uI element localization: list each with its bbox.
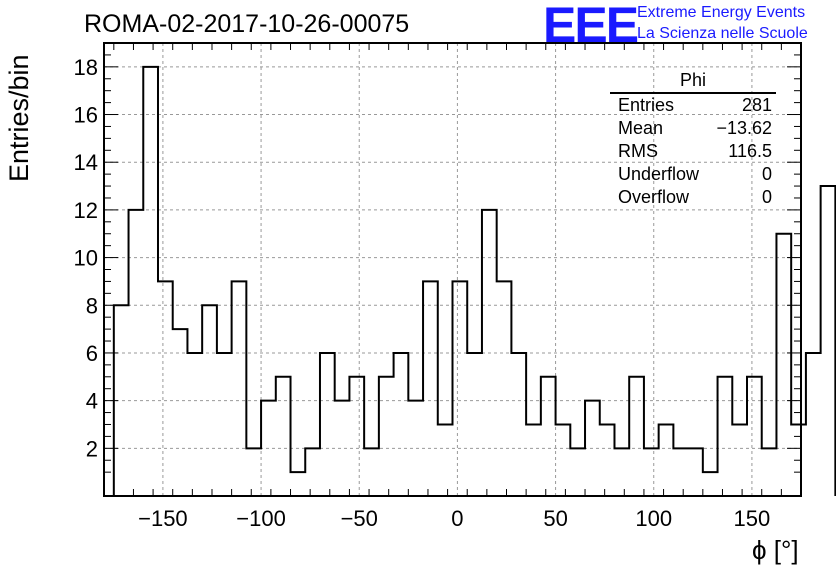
histogram-bin <box>659 424 674 496</box>
y-tick-label: 12 <box>74 198 98 223</box>
histogram-bin <box>423 281 438 496</box>
y-tick-label: 18 <box>74 55 98 80</box>
histogram-bin <box>187 353 202 496</box>
stats-row-entries: Entries 281 <box>610 94 776 117</box>
stats-label: Mean <box>618 118 664 138</box>
x-axis-label: ϕ [°] <box>752 535 799 565</box>
histogram-bin <box>349 377 364 496</box>
y-tick-label: 4 <box>86 389 98 414</box>
x-tick-label: −150 <box>138 506 188 531</box>
stats-label: Underflow <box>618 164 700 184</box>
chart-title: ROMA-02-2017-10-26-00075 <box>84 10 410 38</box>
y-tick-label: 6 <box>86 341 98 366</box>
histogram-bin <box>305 448 320 496</box>
y-axis-label: Entries/bin <box>4 54 34 182</box>
histogram-bin <box>173 329 188 496</box>
histogram-bin <box>747 377 762 496</box>
stats-row-overflow: Overflow 0 <box>610 186 776 209</box>
histogram-bin <box>158 281 173 496</box>
stats-value: −13.62 <box>716 118 772 138</box>
histogram-bin <box>614 448 629 496</box>
x-tick-label: 0 <box>451 506 463 531</box>
plot-frame <box>103 42 802 497</box>
histogram-bin <box>276 377 291 496</box>
histogram-bin <box>497 281 512 496</box>
stats-value: 0 <box>761 187 772 207</box>
histogram-bin <box>467 353 482 496</box>
histogram-bin <box>644 448 659 496</box>
logo-subtitle-line1: Extreme Energy Events <box>637 4 806 21</box>
histogram-bin <box>600 424 615 496</box>
x-tick-label: 150 <box>734 506 771 531</box>
stats-value: 281 <box>741 95 772 115</box>
histogram-bin <box>394 353 409 496</box>
histogram-bin <box>143 67 158 496</box>
stats-title: Phi <box>610 70 776 94</box>
x-tick-label: 100 <box>635 506 672 531</box>
stats-label: RMS <box>618 141 658 161</box>
histogram-bin <box>821 186 836 496</box>
stats-value: 116.5 <box>728 141 772 161</box>
y-tick-label: 10 <box>74 246 98 271</box>
histogram-bin <box>364 448 379 496</box>
histogram-bin <box>335 401 350 496</box>
y-tick-label: 8 <box>86 293 98 318</box>
histogram-bin <box>688 448 703 496</box>
histogram-bin <box>453 281 468 496</box>
histogram-bin <box>732 424 747 496</box>
histogram-bin <box>762 448 777 496</box>
x-tick-label: −100 <box>236 506 286 531</box>
stats-row-mean: Mean −13.62 <box>610 117 776 140</box>
stats-label: Entries <box>618 95 675 115</box>
x-tick-label: 50 <box>543 506 567 531</box>
histogram-bin <box>291 472 306 496</box>
histogram-bin <box>246 448 261 496</box>
stats-value: 0 <box>761 164 772 184</box>
stats-box: Phi Entries 281 Mean −13.62 RMS 116.5 Un… <box>610 70 776 209</box>
eee-logo: EEE <box>543 0 639 53</box>
histogram-bin <box>217 353 232 496</box>
histogram-bin <box>438 424 453 496</box>
y-tick-label: 14 <box>74 150 98 175</box>
histogram-bin <box>320 353 335 496</box>
y-tick-label: 2 <box>86 436 98 461</box>
histogram-bin <box>673 448 688 496</box>
histogram-bin <box>379 377 394 496</box>
histogram-bin <box>629 377 644 496</box>
logo-subtitle-line2: La Scienza nelle Scuole <box>637 25 808 42</box>
histogram-bin <box>718 377 733 496</box>
x-tick-label: −50 <box>341 506 378 531</box>
histogram-bin <box>526 424 541 496</box>
histogram-bin <box>570 448 585 496</box>
y-tick-label: 16 <box>74 103 98 128</box>
stats-label: Overflow <box>618 187 690 207</box>
histogram-bin <box>511 353 526 496</box>
histogram-bin <box>776 234 791 496</box>
histogram-bin <box>556 424 571 496</box>
histogram-bin <box>232 281 247 496</box>
stats-row-underflow: Underflow 0 <box>610 163 776 186</box>
histogram-bin <box>541 377 556 496</box>
stats-row-rms: RMS 116.5 <box>610 140 776 163</box>
histogram-bin <box>806 353 821 496</box>
histogram-series <box>112 65 836 496</box>
histogram-bin <box>703 472 718 496</box>
